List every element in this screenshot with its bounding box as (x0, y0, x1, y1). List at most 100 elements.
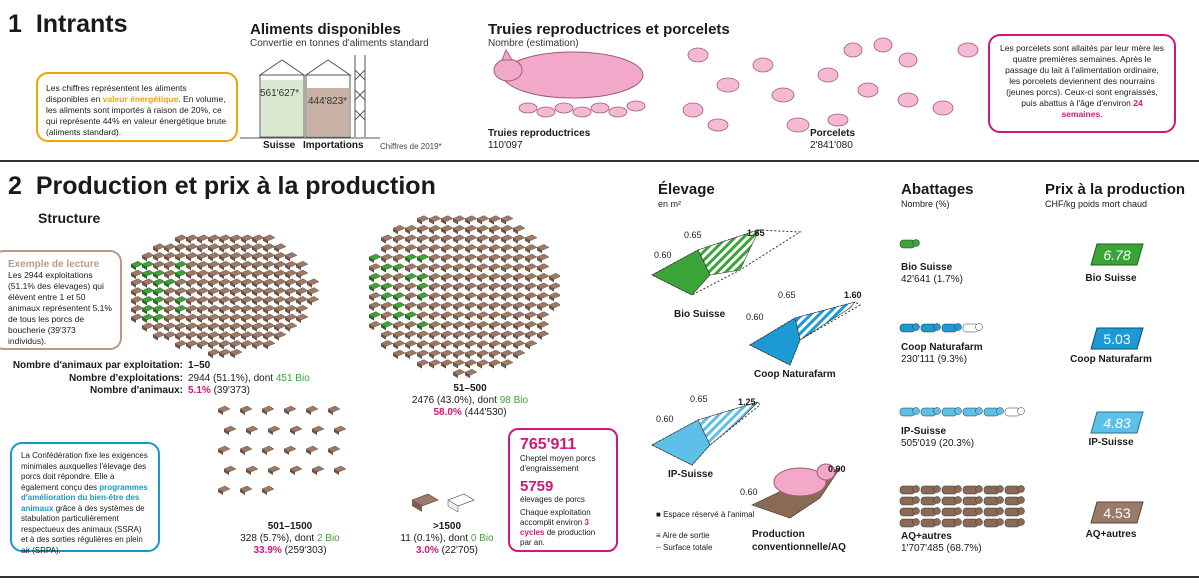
farm-icon (333, 465, 347, 475)
energy-note-text-end: . En volume, les aliments sont importés … (46, 94, 227, 137)
pig-icon (899, 518, 920, 528)
price-tags: 6.78 5.03 4.83 4.53 (1090, 243, 1144, 524)
farm-icon (380, 272, 394, 283)
farm-icon (251, 340, 265, 350)
farm-icon (500, 272, 514, 283)
farm-icon (262, 322, 276, 332)
ip-elevage-label: IP-Suisse (668, 469, 714, 480)
farm-icon (464, 359, 478, 369)
farm-icon (512, 253, 526, 263)
g3-range: 501–1500 (267, 521, 313, 532)
farm-icon (152, 322, 166, 332)
farm-icon (185, 296, 199, 306)
svg-text:6.78: 6.78 (1103, 247, 1130, 263)
farm-icon (512, 320, 526, 331)
farm-icon (392, 263, 406, 273)
pig-icon (899, 407, 920, 417)
farm-icon (512, 234, 526, 244)
farm-icon (476, 359, 490, 369)
farm-icon (416, 311, 430, 321)
farm-icon (174, 269, 188, 279)
sow-and-piglets-illustration (493, 37, 979, 133)
svg-text:4.83: 4.83 (1103, 415, 1130, 431)
confederation-bubble: La Confédération fixe les exigences mini… (10, 442, 160, 555)
coop-a: 0.65 (778, 290, 796, 300)
farm-icon (464, 282, 478, 292)
farm-icon (174, 243, 188, 253)
farm-icon (368, 311, 382, 321)
pig-icon (920, 507, 941, 517)
farm-icon (476, 320, 490, 331)
farm-icon (440, 359, 454, 369)
farm-icon (207, 287, 221, 297)
farm-icon (218, 260, 232, 271)
farm-icon (262, 269, 276, 279)
farm-icon (229, 313, 243, 323)
farm-icon (488, 330, 502, 340)
farm-icon (163, 296, 177, 306)
farm-icon (163, 278, 177, 288)
farm-icon (196, 260, 210, 271)
farm-icon (476, 282, 490, 292)
farm-icon (217, 485, 231, 495)
farm-icon (207, 252, 221, 262)
farms-cluster-1-50 (130, 234, 320, 359)
silo-import-fill (307, 88, 349, 136)
farm-icon (262, 287, 276, 297)
section-1-title: Intrants (35, 10, 128, 38)
pig-icon (899, 239, 920, 249)
pig-icon (941, 518, 962, 528)
farm-icon (476, 253, 490, 263)
farm-icon (152, 278, 166, 288)
farm-icon (488, 224, 502, 235)
farm-icon (229, 252, 243, 262)
farm-icon (392, 282, 406, 292)
farm-icon (452, 253, 466, 263)
farm-icon (416, 253, 430, 263)
farm-icon (229, 243, 243, 253)
farm-icon (284, 269, 298, 279)
farm-icon (464, 292, 478, 302)
farm-icon (440, 253, 454, 263)
pig-icon (983, 507, 1004, 517)
farm-icon (284, 313, 298, 323)
farm-icon (207, 331, 221, 341)
farm-icon (524, 263, 538, 273)
farm-icon (262, 340, 276, 350)
farm-icon (428, 320, 442, 331)
farm-icon (404, 234, 418, 244)
farm-icon (240, 304, 254, 315)
farm-icon (524, 301, 538, 311)
farm-icon (440, 349, 454, 359)
pig-icon (899, 485, 920, 495)
farm-icon (152, 313, 166, 323)
stock-value: 765'911 (520, 436, 577, 453)
feed-suisse-value: 561'627* (260, 88, 300, 99)
farm-icon (174, 304, 188, 315)
pig-icon (1004, 485, 1025, 495)
farm-icon (229, 296, 243, 306)
farm-icon (207, 278, 221, 288)
farm-icon (452, 244, 466, 254)
farm-icon (464, 301, 478, 311)
farm-icon (251, 252, 265, 262)
farm-icon (229, 331, 243, 341)
piglets-icons (682, 37, 979, 133)
pig-icon (1004, 407, 1025, 417)
farm-icon (273, 252, 287, 262)
reading-example-title: Exemple de lecture (8, 259, 100, 270)
price-tag-ip: 4.83 (1090, 411, 1144, 434)
coop-total: 1.60 (844, 290, 862, 300)
farm-icon (196, 234, 210, 244)
farm-icon (452, 320, 466, 331)
pig-icon (962, 407, 983, 417)
farm-icon (452, 330, 466, 340)
g1-line3-label: Nombre d'animaux: (90, 385, 183, 396)
farm-icon (476, 263, 490, 273)
farm-icon (500, 253, 514, 263)
feed-silos-illustration (240, 55, 380, 139)
farm-icon (500, 311, 514, 321)
farm-icon (536, 253, 550, 263)
bio-elevage-label: Bio Suisse (674, 309, 726, 320)
farm-icon (428, 301, 442, 311)
